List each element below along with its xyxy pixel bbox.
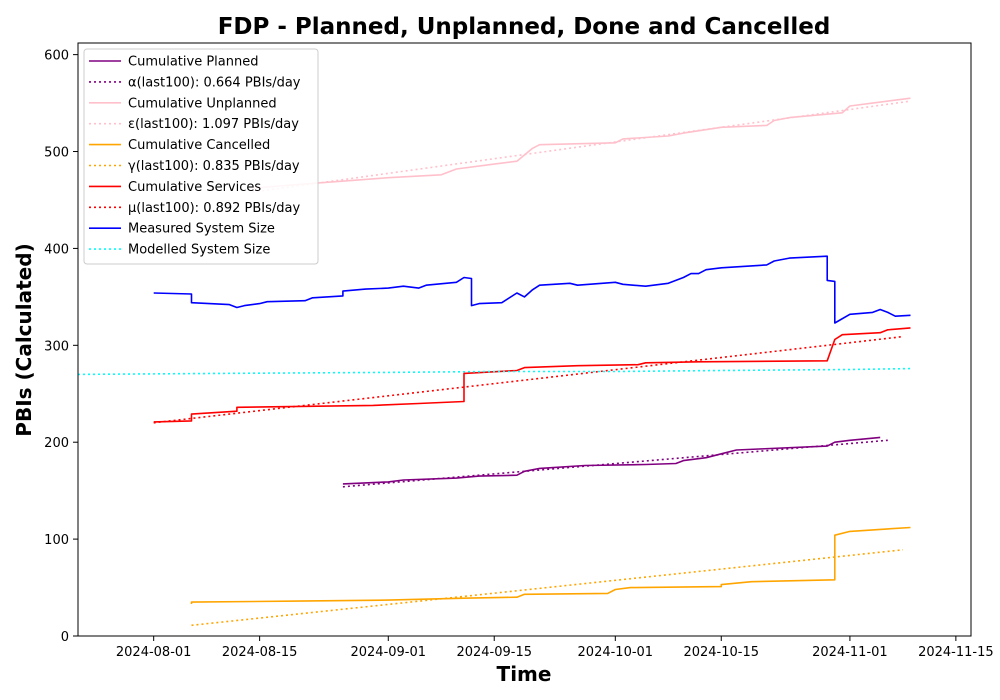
plot-frame [77, 42, 972, 637]
series-line-9 [153, 255, 911, 324]
legend-label: μ(last100): 0.892 PBIs/day [128, 201, 300, 216]
x-tick-label: 2024-11-01 [812, 645, 888, 660]
y-axis-ticks: 0 100 200 300 400 500 600 [44, 49, 78, 645]
legend-label: ε(last100): 1.097 PBIs/day [128, 117, 299, 132]
y-tick-label: 600 [44, 49, 69, 64]
series-line-6 [191, 549, 903, 627]
y-tick-label: 100 [44, 533, 69, 548]
series-line-2 [342, 439, 888, 488]
series-line-10 [77, 367, 911, 376]
y-axis-label: PBIs (Calculated) [12, 243, 36, 436]
x-tick-label: 2024-10-15 [683, 645, 759, 660]
x-tick-label: 2024-10-01 [578, 645, 654, 660]
legend-label: Cumulative Cancelled [128, 138, 270, 153]
legend: Cumulative Planned α(last100): 0.664 PBIs… [83, 48, 319, 265]
plot-area [77, 97, 911, 627]
legend-label: γ(last100): 0.835 PBIs/day [128, 159, 300, 174]
x-axis-ticks: 2024-08-01 2024-08-15 2024-09-01 2024-09-15… [116, 636, 994, 660]
y-tick-label: 400 [44, 242, 69, 257]
series-line-7 [153, 327, 911, 423]
x-tick-label: 2024-08-01 [116, 645, 192, 660]
y-tick-label: 300 [44, 339, 69, 354]
series-line-1 [342, 436, 881, 485]
legend-label: Measured System Size [128, 222, 275, 237]
y-tick-label: 200 [44, 436, 69, 451]
chart-title: FDP - Planned, Unplanned, Done and Cance… [218, 14, 831, 40]
series-line-5 [190, 526, 911, 604]
legend-box [83, 48, 319, 265]
legend-label: Modelled System Size [128, 243, 270, 258]
series-line-4 [251, 100, 911, 193]
x-tick-label: 2024-08-15 [222, 645, 298, 660]
legend-label: Cumulative Planned [128, 55, 258, 70]
legend-label: α(last100): 0.664 PBIs/day [128, 75, 301, 90]
legend-label: Cumulative Unplanned [128, 96, 277, 111]
series-line-8 [153, 335, 903, 424]
y-tick-label: 0 [61, 630, 69, 645]
y-tick-label: 500 [44, 146, 69, 161]
x-tick-label: 2024-09-15 [456, 645, 532, 660]
x-tick-label: 2024-11-15 [918, 645, 994, 660]
x-axis-label: Time [497, 662, 552, 686]
x-tick-label: 2024-09-01 [350, 645, 426, 660]
legend-label: Cumulative Services [128, 180, 261, 195]
